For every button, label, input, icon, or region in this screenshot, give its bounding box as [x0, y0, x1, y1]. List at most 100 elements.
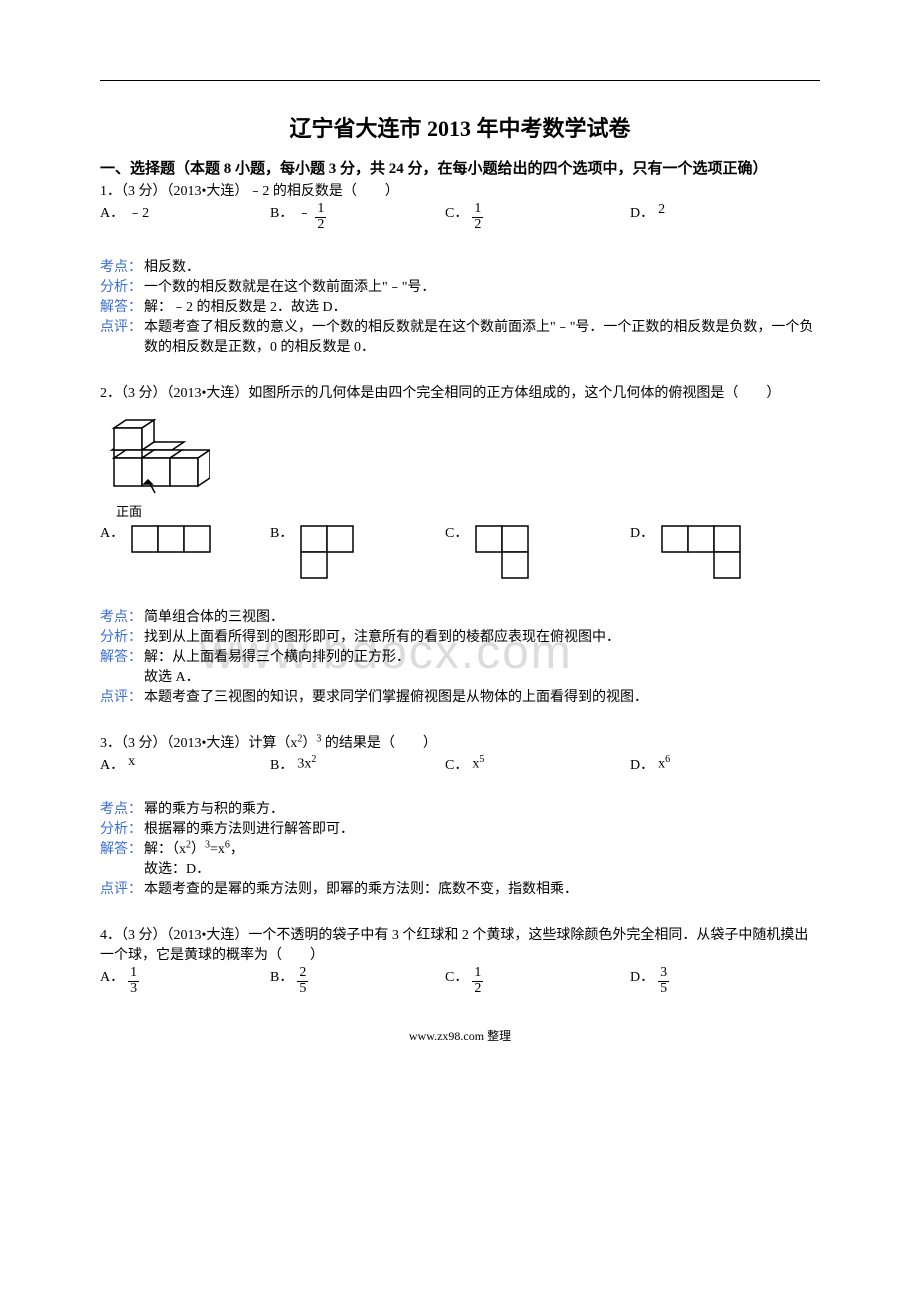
label-kaodian: 考点： [100, 606, 144, 626]
opt-value: ﹣2 [128, 202, 149, 222]
q2-option-b: B． [270, 522, 445, 582]
label-jieda: 解答： [100, 838, 144, 858]
q1-options: A． ﹣2 B． ﹣ 12 C． 12 D． 2 [100, 202, 820, 232]
q3-mid: ） [302, 736, 316, 751]
option-d-shape [658, 522, 748, 582]
opt-label: A． [100, 202, 124, 222]
q3-j-mid: ） [191, 842, 205, 857]
q2-jieda2: 故选 A． [144, 666, 820, 686]
q3-b-prefix: 3x [297, 757, 311, 772]
q3-j-eq: =x [210, 842, 225, 857]
q1-option-d: D． 2 [630, 202, 780, 222]
label-fenxi: 分析： [100, 626, 144, 646]
fraction: 12 [315, 202, 326, 232]
option-b-shape [297, 522, 387, 582]
opt-label: B． [270, 522, 293, 542]
q1-option-b: B． ﹣ 12 [270, 202, 445, 232]
q2-dianping: 本题考查了三视图的知识，要求同学们掌握俯视图是从物体的上面看得到的视图． [144, 686, 820, 706]
q1-explain: 考点： 相反数． 分析： 一个数的相反数就是在这个数前面添上"﹣"号． 解答： … [100, 256, 820, 356]
opt-label: C． [445, 966, 468, 986]
q4-option-d: D． 35 [630, 966, 780, 996]
opt-label: B． [270, 202, 293, 222]
sup-2: 2 [311, 754, 316, 765]
label-jieda: 解答： [100, 296, 144, 316]
q4-options: A． 13 B． 25 C． 12 D． 35 [100, 966, 820, 996]
q3-text: 3．（3 分）（2013•大连）计算（x2）3 的结果是（ ） [100, 732, 820, 752]
opt-label: A． [100, 966, 124, 986]
opt-label: A． [100, 754, 124, 774]
fraction: 12 [472, 202, 483, 232]
label-fenxi: 分析： [100, 276, 144, 296]
fraction: 35 [658, 966, 669, 996]
q3-option-b: B． 3x2 [270, 754, 445, 774]
label-kaodian: 考点： [100, 798, 144, 818]
opt-label: C． [445, 522, 468, 542]
q4-option-a: A． 13 [100, 966, 270, 996]
minus-sign: ﹣ [297, 202, 311, 222]
option-a-shape [128, 522, 218, 582]
footer: www.zx98.com 整理 [100, 1027, 820, 1044]
label-fenxi: 分析： [100, 818, 144, 838]
q4-option-c: C． 12 [445, 966, 630, 996]
q3-kaodian: 幂的乘方与积的乘方． [144, 798, 820, 818]
q3-j-prefix: 解：（x [144, 842, 186, 857]
q3-suffix: 的结果是（ ） [321, 736, 437, 751]
sup-6: 6 [665, 754, 670, 765]
label-dianping: 点评： [100, 878, 144, 898]
q3-prefix: 3．（3 分）（2013•大连）计算（x [100, 736, 297, 751]
q3-options: A． x B． 3x2 C． x5 D． x6 [100, 754, 820, 774]
q3-option-c: C． x5 [445, 754, 630, 774]
opt-label: D． [630, 754, 654, 774]
label-dianping: 点评： [100, 316, 144, 336]
q2-option-c: C． [445, 522, 630, 582]
q3-explain: 考点： 幂的乘方与积的乘方． 分析： 根据幂的乘方法则进行解答即可． 解答： 解… [100, 798, 820, 898]
opt-value: 3x2 [297, 754, 316, 773]
opt-value: x5 [472, 754, 484, 773]
q4-text: 4．（3 分）（2013•大连）一个不透明的袋子中有 3 个红球和 2 个黄球，… [100, 924, 820, 964]
q2-jieda1: 解：从上面看易得三个横向排列的正方形． [144, 646, 820, 666]
opt-label: D． [630, 202, 654, 222]
q2-option-d: D． [630, 522, 780, 582]
q2-explain: 考点： 简单组合体的三视图． 分析： 找到从上面看所得到的图形即可，注意所有的看… [100, 606, 820, 706]
top-rule [100, 80, 820, 81]
opt-value: 2 [658, 202, 665, 218]
label-jieda: 解答： [100, 646, 144, 666]
opt-value: x [128, 754, 135, 770]
opt-label: C． [445, 202, 468, 222]
q4-option-b: B． 25 [270, 966, 445, 996]
q1-jieda: 解：﹣2 的相反数是 2．故选 D． [144, 296, 820, 316]
label-kaodian: 考点： [100, 256, 144, 276]
sup-5: 5 [479, 754, 484, 765]
q1-dianping: 本题考查了相反数的意义，一个数的相反数就是在这个数前面添上"﹣"号．一个正数的相… [144, 316, 820, 356]
fraction: 12 [472, 966, 483, 996]
q3-jieda1: 解：（x2）3=x6， [144, 838, 820, 858]
page-title: 辽宁省大连市 2013 年中考数学试卷 [100, 111, 820, 143]
front-label: 正面 [116, 501, 820, 520]
q2-fenxi: 找到从上面看所得到的图形即可，注意所有的看到的棱都应表现在俯视图中． [144, 626, 820, 646]
opt-label: C． [445, 754, 468, 774]
opt-label: B． [270, 966, 293, 986]
option-c-shape [472, 522, 562, 582]
section-heading: 一、选择题（本题 8 小题，每小题 3 分，共 24 分，在每小题给出的四个选项… [100, 157, 820, 178]
q1-option-a: A． ﹣2 [100, 202, 270, 222]
q3-dianping: 本题考查的是幂的乘方法则，即幂的乘方法则：底数不变，指数相乘． [144, 878, 820, 898]
q1-fenxi: 一个数的相反数就是在这个数前面添上"﹣"号． [144, 276, 820, 296]
q1-text: 1．（3 分）（2013•大连）﹣2 的相反数是（ ） [100, 180, 820, 200]
q3-j-suffix: ， [230, 842, 244, 857]
q3-fenxi: 根据幂的乘方法则进行解答即可． [144, 818, 820, 838]
fraction: 13 [128, 966, 139, 996]
q2-options: A． B． [100, 522, 820, 582]
fraction: 25 [297, 966, 308, 996]
q3-option-a: A． x [100, 754, 270, 774]
q2-kaodian: 简单组合体的三视图． [144, 606, 820, 626]
q2-text: 2．（3 分）（2013•大连）如图所示的几何体是由四个完全相同的正方体组成的，… [100, 382, 820, 402]
opt-label: A． [100, 522, 124, 542]
cube-3d-icon [100, 408, 210, 498]
q2-figure: 正面 [100, 408, 820, 520]
opt-value: x6 [658, 754, 670, 773]
q2-option-a: A． [100, 522, 270, 582]
opt-label: D． [630, 966, 654, 986]
q1-option-c: C． 12 [445, 202, 630, 232]
label-dianping: 点评： [100, 686, 144, 706]
opt-label: D． [630, 522, 654, 542]
